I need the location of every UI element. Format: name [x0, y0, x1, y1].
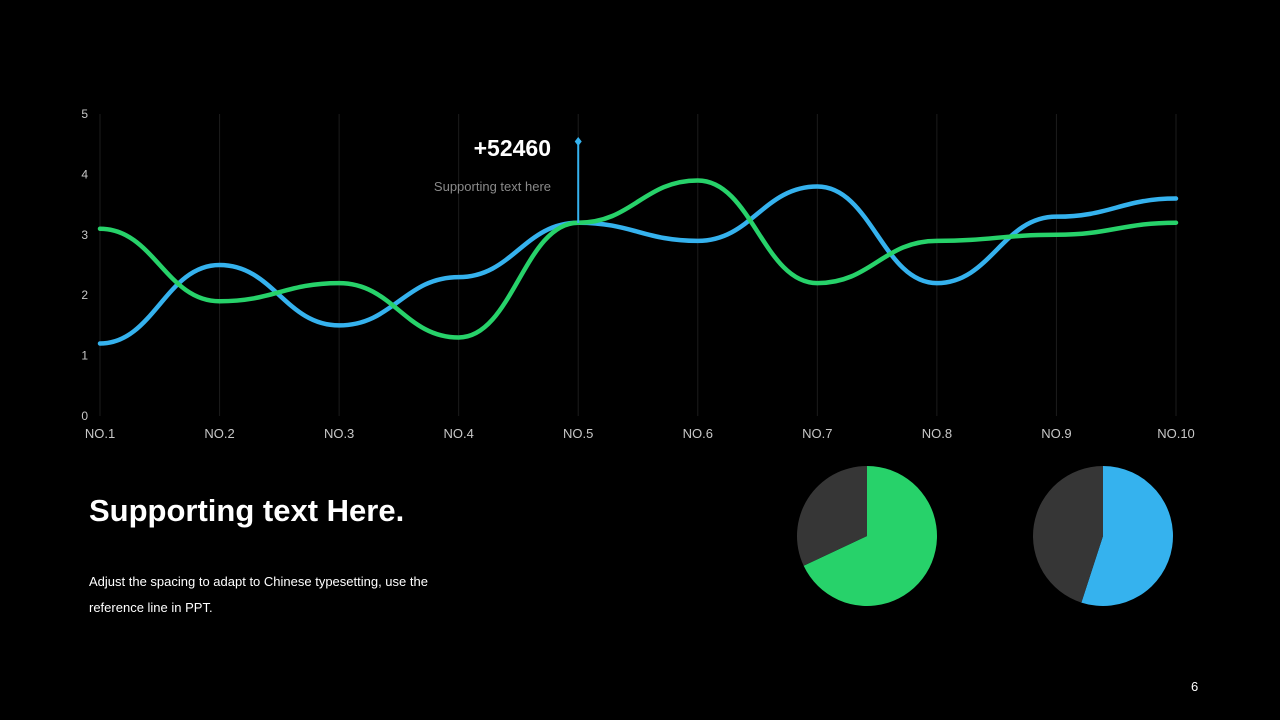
- blue-pie-rest-slice: [1033, 466, 1103, 603]
- x-tick-label: NO.10: [1157, 426, 1195, 441]
- green-pie-rest-slice: [797, 466, 867, 566]
- blue-pie-value-slice: [1081, 466, 1173, 606]
- x-tick-label: NO.9: [1041, 426, 1071, 441]
- x-tick-label: NO.1: [85, 426, 115, 441]
- green-pie-value-slice: [803, 466, 937, 606]
- page-number: 6: [1191, 679, 1199, 694]
- callout-marker: [574, 137, 582, 223]
- grid-lines: [99, 114, 1177, 416]
- blue-series-line: [97, 184, 1179, 346]
- x-tick-label: NO.6: [683, 426, 713, 441]
- callout-caption: Supporting text here: [433, 179, 551, 194]
- callout-diamond: [574, 137, 582, 146]
- y-tick-label: 3: [81, 228, 88, 242]
- x-tick-label: NO.8: [922, 426, 952, 441]
- green-pie-chart: [797, 466, 937, 606]
- headline: Supporting text Here.: [89, 493, 405, 528]
- green-series-line: [97, 178, 1179, 340]
- y-tick-label: 2: [81, 288, 88, 302]
- y-tick-label: 4: [81, 167, 88, 181]
- series-lines: [97, 178, 1179, 346]
- x-tick-label: NO.7: [802, 426, 832, 441]
- x-tick-labels: NO.1 NO.2 NO.3 NO.4 NO.5 NO.6 NO.7 NO.8 NO.9 NO.1…: [85, 426, 1195, 441]
- y-tick-label: 0: [81, 409, 88, 423]
- x-tick-label: NO.4: [443, 426, 473, 441]
- callout-value: +52460: [473, 135, 551, 161]
- x-tick-label: NO.3: [324, 426, 354, 441]
- blue-pie-chart: [1033, 466, 1173, 606]
- x-tick-label: NO.2: [204, 426, 234, 441]
- body-text: Adjust the spacing to adapt to Chinese t…: [89, 574, 428, 615]
- y-tick-labels: 0 1 2 3 4 5: [81, 107, 88, 423]
- y-tick-label: 5: [81, 107, 88, 121]
- y-tick-label: 1: [81, 349, 88, 363]
- x-tick-label: NO.5: [563, 426, 593, 441]
